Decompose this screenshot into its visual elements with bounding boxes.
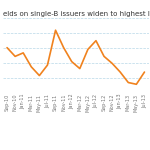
Text: elds on single-B issuers widen to highest level since 2: elds on single-B issuers widen to highes… xyxy=(3,11,150,17)
